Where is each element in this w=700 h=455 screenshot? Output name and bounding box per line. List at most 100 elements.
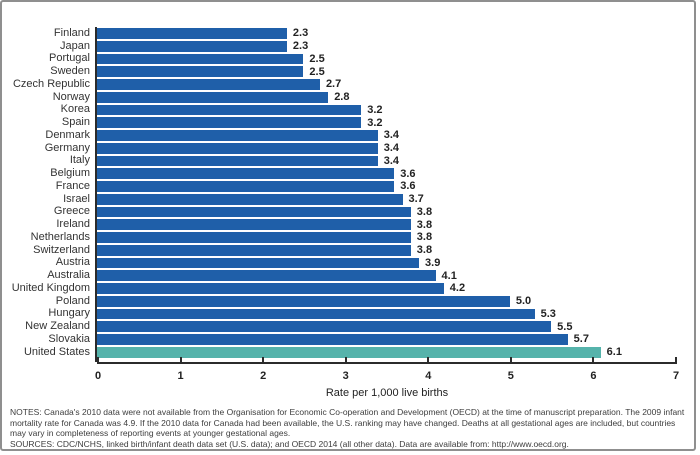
bar-track: 5.0: [97, 295, 675, 308]
value-label: 3.8: [416, 244, 433, 257]
bar-track: 3.9: [97, 257, 675, 270]
value-label: 3.4: [383, 142, 400, 155]
x-axis-tick: [592, 356, 595, 364]
bar-track: 2.7: [97, 78, 675, 91]
category-label: Finland: [53, 26, 90, 39]
bar-row: Netherlands 3.8: [2, 231, 694, 244]
bar-row: Slovakia 5.7: [2, 333, 694, 346]
bar-track: 4.2: [97, 282, 675, 295]
bar-track: 2.5: [97, 65, 675, 78]
bar: [97, 142, 378, 154]
category-label: Japan: [60, 39, 90, 52]
value-label: 5.0: [515, 295, 532, 308]
x-axis-tick-label: 4: [425, 369, 432, 382]
bar-row: Finland 2.3: [2, 27, 694, 40]
bar-track: 3.8: [97, 206, 675, 219]
bar-track: 3.8: [97, 231, 675, 244]
bar: [97, 346, 601, 358]
value-label: 3.4: [383, 154, 400, 167]
bar: [97, 91, 329, 103]
bar: [97, 295, 510, 307]
value-label: 3.7: [408, 193, 424, 206]
bar: [97, 206, 411, 218]
category-label: Portugal: [49, 52, 90, 65]
x-axis-tick-label: 1: [177, 369, 184, 382]
bar: [97, 181, 395, 192]
bar: [97, 232, 411, 243]
value-label: 3.2: [367, 116, 383, 129]
category-label: Poland: [55, 294, 90, 307]
bar-track: 3.6: [97, 180, 675, 193]
value-label: 2.5: [309, 52, 325, 65]
bar-chart: Finland 2.3 Japan 2.3 Portugal 2.5 Sweden 2.5 Cz…: [2, 27, 694, 402]
x-axis-tick-label: 3: [342, 369, 349, 382]
value-label: 2.5: [309, 65, 325, 78]
bar-row: Austria 3.9: [2, 257, 694, 270]
bar-track: 4.1: [97, 269, 675, 282]
x-axis-tick: [344, 356, 347, 364]
bar-row: United Kingdom 4.2: [2, 282, 694, 295]
bar: [97, 104, 362, 116]
bar: [97, 308, 535, 320]
x-axis-tick-label: 2: [260, 369, 267, 382]
x-axis-tick-label: 5: [507, 369, 514, 382]
bar-row: Denmark 3.4: [2, 129, 694, 142]
value-label: 5.5: [557, 320, 573, 333]
value-label: 3.8: [416, 231, 433, 244]
x-axis: Rate per 1,000 live births 0 1 2 3 4 5 6 7: [94, 356, 680, 402]
value-label: 2.7: [325, 78, 342, 91]
x-axis-tick-label: 7: [672, 369, 680, 382]
bar-track: 2.3: [97, 40, 675, 53]
bar-track: 5.3: [97, 308, 675, 321]
x-axis-tick: [675, 356, 677, 364]
category-label: Slovakia: [48, 332, 90, 345]
bar: [97, 28, 287, 39]
bar-track: 3.4: [97, 155, 675, 168]
value-label: 3.8: [416, 205, 433, 218]
bar-track: 3.6: [97, 167, 675, 180]
value-label: 2.3: [292, 27, 309, 40]
value-label: 3.8: [416, 218, 433, 231]
bar-row: Korea 3.2: [2, 104, 694, 117]
bar: [97, 66, 304, 77]
category-label: Denmark: [45, 128, 90, 141]
value-label: 6.1: [606, 346, 622, 359]
bar-row: Norway 2.8: [2, 91, 694, 104]
x-axis-tick-label: 6: [590, 369, 597, 382]
category-label: Greece: [53, 205, 90, 218]
x-axis-tick-label: 0: [94, 369, 102, 382]
footnotes: NOTES: Canada's 2010 data were not avail…: [10, 407, 688, 449]
bar-track: 3.4: [97, 142, 675, 155]
value-label: 3.4: [383, 129, 400, 142]
bar-track: 3.2: [97, 104, 675, 117]
bar: [97, 193, 403, 205]
bar-row: Hungary 5.3: [2, 308, 694, 321]
value-label: 3.9: [425, 256, 441, 269]
bar-track: 3.8: [97, 244, 675, 257]
category-label: Austria: [55, 256, 90, 269]
bar: [97, 334, 568, 345]
bar-track: 5.7: [97, 333, 675, 346]
bar-track: 3.4: [97, 129, 675, 142]
value-label: 5.7: [573, 333, 589, 346]
category-label: Switzerland: [33, 243, 90, 256]
category-label: Hungary: [48, 307, 90, 320]
bar-track: 2.3: [97, 27, 675, 40]
bar-row: Portugal 2.5: [2, 53, 694, 66]
category-label: Sweden: [50, 65, 90, 78]
bar: [97, 244, 411, 256]
category-label: Spain: [61, 116, 90, 129]
category-label: United States: [23, 345, 90, 358]
x-axis-title: Rate per 1,000 live births: [325, 386, 449, 399]
bar-track: 2.5: [97, 53, 675, 66]
bar-rows: Finland 2.3 Japan 2.3 Portugal 2.5 Sweden 2.5 Cz…: [2, 27, 694, 362]
bar-track: 3.7: [97, 193, 675, 206]
notes-text: NOTES: Canada's 2010 data were not avail…: [10, 407, 685, 439]
bar: [97, 117, 362, 128]
bar: [97, 321, 552, 332]
x-axis-tick: [262, 356, 265, 364]
x-axis-line: [97, 361, 677, 364]
value-label: 2.8: [334, 91, 350, 104]
bar-row: France 3.6: [2, 180, 694, 193]
value-label: 3.6: [400, 167, 416, 180]
